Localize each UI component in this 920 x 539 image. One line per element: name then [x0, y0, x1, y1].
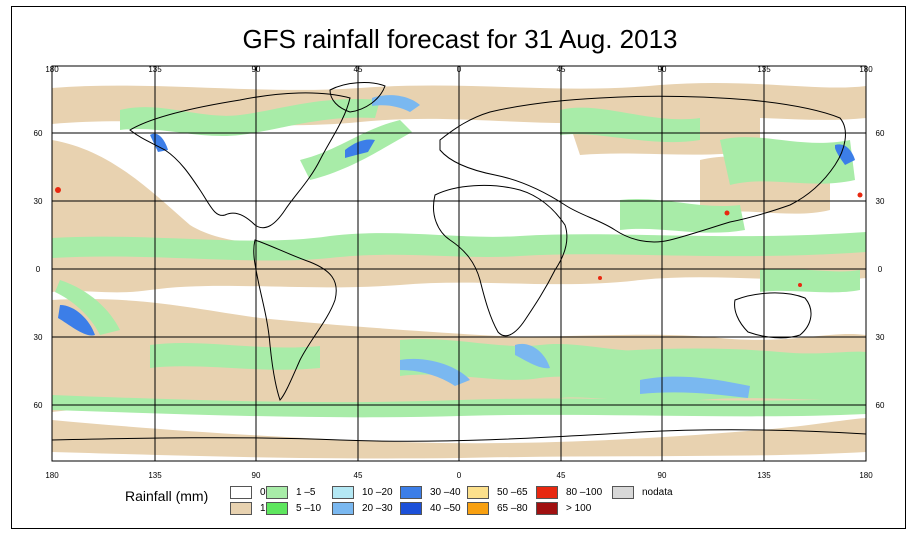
legend-item-label: 50 –65 [497, 487, 528, 498]
lon-tick: 135 [148, 65, 162, 74]
legend-swatch [536, 502, 558, 515]
lon-ticks-bottom: 180 135 90 45 0 45 90 135 180 [45, 471, 873, 480]
legend-item-label: 80 –100 [566, 487, 603, 498]
coastlines [52, 82, 866, 442]
legend-item-label: 10 –20 [362, 487, 393, 498]
lon-tick: 90 [252, 65, 261, 74]
graticule [52, 66, 866, 461]
legend-item-label: nodata [642, 487, 673, 498]
legend-item-label: 30 –40 [430, 487, 461, 498]
lon-tick: 90 [658, 65, 667, 74]
lat-tick: 60 [34, 401, 43, 410]
lon-tick: 90 [658, 471, 667, 480]
legend-item-label: 1 –5 [296, 487, 316, 498]
lon-tick: 0 [457, 65, 462, 74]
lon-tick: 45 [557, 471, 566, 480]
legend-swatch [467, 502, 489, 515]
lon-tick: 45 [557, 65, 566, 74]
legend-item-label: 5 –10 [296, 503, 322, 514]
lon-tick: 45 [354, 471, 363, 480]
legend-item-label: 20 –30 [362, 503, 393, 514]
legend-item-label: 65 –80 [497, 503, 528, 514]
lon-tick: 135 [757, 471, 771, 480]
legend-swatch [536, 486, 558, 499]
legend-item-label: 40 –50 [430, 503, 461, 514]
lat-tick: 60 [876, 129, 885, 138]
lat-tick: 30 [34, 197, 43, 206]
lon-tick: 180 [859, 471, 873, 480]
legend-item-label: 1 [260, 503, 266, 514]
lat-tick: 30 [876, 333, 885, 342]
lon-tick: 135 [757, 65, 771, 74]
lat-ticks-left: 60 30 0 30 60 [34, 129, 43, 410]
lon-tick: 45 [354, 65, 363, 74]
lat-tick: 0 [878, 265, 883, 274]
figure-frame [11, 6, 906, 529]
legend-swatch [230, 502, 252, 515]
legend-swatch [467, 486, 489, 499]
lat-tick: 0 [36, 265, 41, 274]
legend-swatch [612, 486, 634, 499]
legend-swatch [400, 486, 422, 499]
lat-ticks-right: 60 30 0 30 60 [876, 129, 885, 410]
legend-swatch [332, 486, 354, 499]
legend-title: Rainfall (mm) [125, 488, 209, 504]
lon-tick: 135 [148, 471, 162, 480]
legend-swatch [332, 502, 354, 515]
antarctica-outline [52, 429, 866, 442]
lon-tick: 180 [45, 65, 59, 74]
australia-outline [734, 292, 812, 339]
legend-swatch [400, 502, 422, 515]
lat-tick: 30 [876, 197, 885, 206]
legend-item-label: > 100 [566, 503, 592, 514]
north-america-outline [129, 92, 351, 229]
lon-tick: 90 [252, 471, 261, 480]
lat-tick: 60 [34, 129, 43, 138]
legend-swatch [266, 486, 288, 499]
legend-swatch [230, 486, 252, 499]
legend-swatch [266, 502, 288, 515]
map-border [51, 65, 867, 462]
lon-ticks-top: 180 135 90 45 0 45 90 135 180 [45, 65, 873, 74]
eurasia-outline [439, 95, 846, 243]
lat-tick: 60 [876, 401, 885, 410]
south-america-outline [253, 239, 337, 401]
legend-item-label: 0 [260, 487, 266, 498]
lon-tick: 180 [859, 65, 873, 74]
map-title: GFS rainfall forecast for 31 Aug. 2013 [242, 24, 678, 54]
lon-tick: 180 [45, 471, 59, 480]
lon-tick: 0 [457, 471, 462, 480]
lat-tick: 30 [34, 333, 43, 342]
africa-outline [433, 184, 568, 337]
